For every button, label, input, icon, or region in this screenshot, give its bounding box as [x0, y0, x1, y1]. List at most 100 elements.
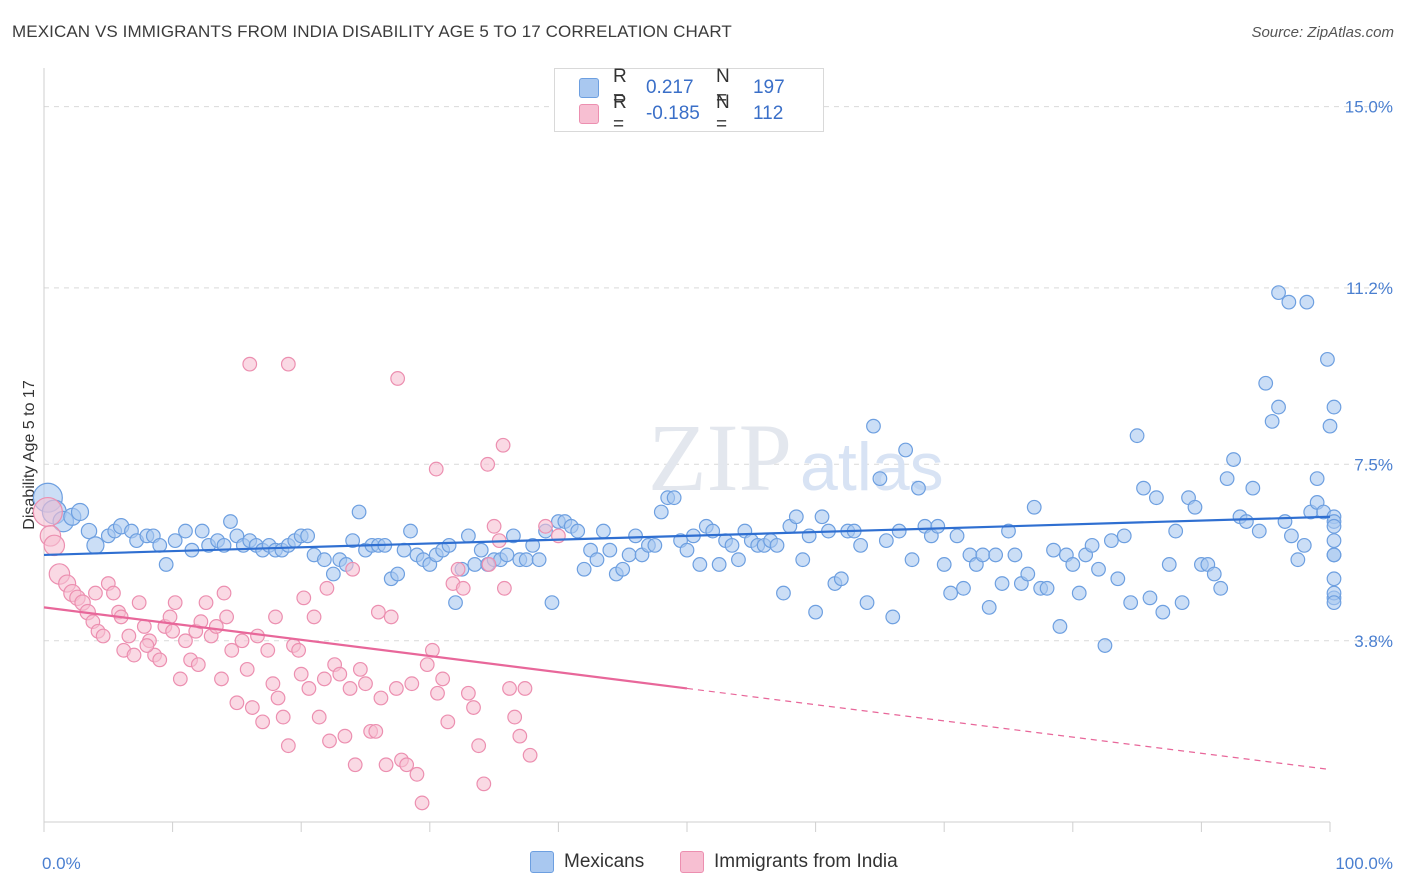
point-india	[388, 681, 404, 696]
point-india	[370, 604, 386, 620]
point-india	[507, 709, 523, 725]
point-mexicans	[653, 504, 669, 520]
point-mexicans	[70, 502, 90, 522]
point-mexicans	[1326, 571, 1342, 587]
point-mexicans	[891, 523, 907, 539]
point-india	[345, 561, 361, 577]
point-mexicans	[1299, 294, 1315, 310]
point-mexicans	[904, 552, 920, 568]
point-mexicans	[576, 561, 592, 577]
point-mexicans	[1239, 514, 1254, 529]
point-mexicans	[628, 528, 643, 544]
point-india	[390, 371, 406, 386]
point-india	[224, 642, 240, 658]
point-india	[428, 461, 444, 477]
point-india	[311, 709, 327, 725]
point-mexicans	[1245, 480, 1261, 496]
point-mexicans	[975, 547, 991, 563]
point-india	[466, 700, 481, 715]
legend-item-mexicans: Mexicans	[530, 851, 644, 873]
point-india	[342, 681, 358, 696]
point-mexicans	[1155, 604, 1171, 620]
point-mexicans	[1322, 418, 1338, 434]
point-mexicans	[467, 557, 483, 572]
point-mexicans	[872, 471, 888, 487]
legend-r-label: R =	[612, 92, 627, 135]
point-mexicans	[570, 523, 586, 539]
point-india	[193, 614, 209, 630]
point-mexicans	[1309, 471, 1325, 487]
point-mexicans	[1148, 490, 1164, 506]
point-india	[404, 676, 420, 692]
legend-n-value: 197	[752, 77, 785, 98]
point-mexicans	[788, 509, 804, 525]
point-mexicans	[898, 442, 914, 458]
legend-swatch-pink	[579, 104, 599, 124]
point-india	[352, 661, 368, 677]
point-mexicans	[390, 566, 406, 582]
point-mexicans	[859, 595, 875, 611]
y-tick-label: 15.0%	[1345, 98, 1393, 117]
legend-label-india: Immigrants from India	[714, 851, 898, 872]
point-india	[293, 666, 309, 682]
point-mexicans	[86, 536, 105, 555]
chart-title: MEXICAN VS IMMIGRANTS FROM INDIA DISABIL…	[12, 22, 732, 41]
point-mexicans	[1320, 351, 1335, 367]
point-india	[178, 633, 193, 649]
point-india	[306, 609, 322, 625]
point-mexicans	[814, 509, 830, 525]
point-mexicans	[943, 585, 959, 601]
series-mexicans	[32, 285, 1342, 653]
point-mexicans	[679, 542, 695, 558]
point-mexicans	[1091, 561, 1106, 577]
point-mexicans	[403, 523, 418, 539]
point-india	[502, 681, 517, 696]
point-mexicans	[866, 418, 881, 434]
legend-r-value: -0.185	[645, 103, 700, 124]
point-mexicans	[223, 514, 238, 529]
point-mexicans	[885, 609, 901, 625]
point-india	[512, 728, 528, 744]
point-india	[280, 738, 296, 754]
point-india	[234, 633, 250, 649]
point-india	[322, 733, 337, 749]
point-mexicans	[1264, 413, 1280, 429]
point-mexicans	[853, 537, 869, 553]
point-india	[219, 609, 235, 625]
legend-n-label: N =	[715, 66, 730, 109]
point-mexicans	[1084, 537, 1100, 553]
point-india	[373, 690, 389, 706]
point-mexicans	[1026, 499, 1042, 515]
point-india	[337, 728, 353, 744]
point-mexicans	[795, 552, 811, 568]
stats-legend: R = 0.217 N = 197 R = -0.185 N = 112	[554, 66, 824, 135]
point-mexicans	[1161, 557, 1177, 572]
point-india	[268, 609, 283, 625]
point-india	[517, 681, 533, 696]
point-mexicans	[1326, 533, 1342, 549]
series-india	[32, 356, 566, 811]
point-mexicans	[1116, 528, 1132, 544]
point-india	[242, 356, 258, 372]
legend-r-value: 0.217	[645, 77, 694, 98]
point-india	[399, 757, 415, 773]
legend-r-label: R =	[612, 66, 627, 109]
point-mexicans	[544, 595, 560, 611]
legend-swatch-pink	[680, 851, 704, 873]
point-mexicans	[936, 557, 952, 572]
point-mexicans	[615, 561, 631, 577]
point-india	[455, 580, 471, 596]
y-tick-label: 11.2%	[1346, 279, 1393, 298]
point-india	[486, 518, 502, 534]
point-mexicans	[1039, 580, 1055, 596]
point-india	[471, 738, 487, 754]
point-india	[167, 595, 183, 611]
trend-line-mexicans	[43, 515, 1331, 557]
point-mexicans	[776, 585, 791, 601]
point-mexicans	[300, 528, 316, 544]
point-india	[280, 356, 296, 372]
point-india	[522, 747, 538, 763]
point-mexicans	[1052, 619, 1068, 634]
point-india	[409, 766, 425, 782]
point-india	[383, 609, 399, 625]
